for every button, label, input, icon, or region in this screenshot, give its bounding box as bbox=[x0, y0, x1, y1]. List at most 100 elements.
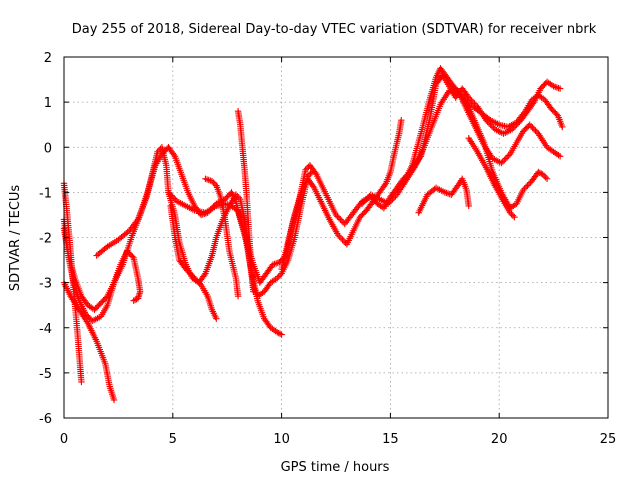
data-point bbox=[184, 267, 191, 274]
data-point bbox=[559, 123, 566, 131]
data-point bbox=[464, 97, 471, 104]
data-point bbox=[309, 183, 317, 190]
data-point bbox=[211, 180, 219, 188]
data-point bbox=[398, 116, 405, 124]
data-point bbox=[498, 159, 505, 167]
data-point bbox=[530, 126, 538, 133]
x-tick-label: 15 bbox=[382, 432, 399, 447]
data-point bbox=[526, 121, 533, 128]
data-point bbox=[521, 185, 528, 192]
x-tick-label: 0 bbox=[60, 432, 68, 447]
data-point bbox=[527, 122, 535, 130]
data-point bbox=[540, 172, 548, 180]
data-point bbox=[274, 274, 281, 282]
data-point bbox=[275, 273, 282, 280]
data-point bbox=[276, 330, 284, 337]
data-point bbox=[213, 315, 220, 322]
chart-title: Day 255 of 2018, Sidereal Day-to-day VTE… bbox=[72, 22, 597, 37]
data-point bbox=[166, 190, 174, 198]
data-point bbox=[522, 183, 530, 191]
data-point bbox=[131, 296, 139, 304]
series-track-h bbox=[202, 175, 242, 300]
data-point bbox=[363, 195, 370, 203]
data-point bbox=[556, 153, 564, 160]
data-point bbox=[536, 169, 544, 177]
data-point bbox=[275, 329, 282, 337]
data-point bbox=[361, 197, 369, 204]
series-track-o bbox=[465, 135, 518, 221]
data-point bbox=[364, 194, 372, 201]
data-point bbox=[169, 193, 176, 201]
data-point bbox=[171, 195, 178, 202]
data-point bbox=[542, 174, 549, 181]
data-point bbox=[338, 217, 346, 225]
data-point bbox=[110, 396, 118, 404]
data-point bbox=[387, 197, 395, 204]
data-point bbox=[340, 238, 348, 245]
data-point bbox=[509, 212, 517, 219]
data-point bbox=[187, 270, 194, 277]
y-tick-label: -1 bbox=[39, 186, 52, 201]
data-point bbox=[466, 100, 474, 107]
axes: 0 5 10 15 20 25 -6 -5 -4 -3 -2 -1 0 1 2 bbox=[39, 51, 616, 447]
data-point bbox=[170, 151, 178, 158]
x-tick-label: 25 bbox=[600, 432, 617, 447]
data-point bbox=[234, 192, 241, 200]
data-point bbox=[452, 85, 459, 92]
data-point bbox=[185, 268, 192, 276]
data-point bbox=[503, 153, 511, 161]
data-point bbox=[543, 175, 551, 183]
data-point bbox=[458, 91, 465, 98]
data-point bbox=[134, 295, 142, 302]
data-point bbox=[360, 198, 367, 206]
series-track-e bbox=[93, 144, 316, 300]
data-point bbox=[499, 158, 507, 165]
data-point bbox=[556, 85, 564, 92]
data-point bbox=[168, 192, 175, 199]
data-point bbox=[553, 111, 560, 118]
series-track-n bbox=[452, 85, 566, 131]
data-point bbox=[155, 147, 163, 154]
series-track-l bbox=[415, 175, 472, 216]
data-point bbox=[506, 209, 514, 216]
data-point bbox=[453, 86, 461, 94]
data-point bbox=[508, 210, 515, 218]
data-point bbox=[339, 236, 346, 243]
data-point bbox=[390, 194, 398, 201]
data-point bbox=[385, 200, 392, 207]
data-point bbox=[165, 189, 172, 196]
y-tick-label: -3 bbox=[39, 277, 52, 292]
data-point bbox=[182, 265, 190, 273]
data-point bbox=[302, 166, 309, 174]
data-point bbox=[133, 295, 140, 303]
data-point bbox=[529, 124, 536, 131]
series-track-g bbox=[167, 202, 220, 322]
data-point bbox=[130, 297, 137, 304]
series-track-m bbox=[400, 65, 564, 187]
data-point bbox=[525, 180, 533, 188]
data-point bbox=[456, 89, 464, 97]
data-point bbox=[532, 127, 539, 134]
y-tick-label: -6 bbox=[39, 412, 52, 427]
data-point bbox=[208, 177, 216, 185]
series-track-c bbox=[60, 279, 118, 404]
y-tick-label: -5 bbox=[39, 367, 52, 382]
y-tick-label: -2 bbox=[39, 232, 52, 247]
data-point bbox=[129, 253, 136, 260]
x-axis-label: GPS time / hours bbox=[281, 460, 390, 475]
data-point bbox=[201, 271, 208, 279]
data-point bbox=[250, 288, 257, 295]
data-point bbox=[461, 94, 468, 101]
data-point bbox=[381, 181, 389, 189]
data-point bbox=[465, 98, 472, 106]
data-point bbox=[188, 271, 195, 279]
data-point bbox=[335, 214, 343, 222]
data-point bbox=[336, 233, 343, 240]
data-point bbox=[332, 211, 340, 219]
data-point bbox=[511, 213, 518, 221]
data-point bbox=[455, 88, 462, 95]
data-point bbox=[519, 186, 527, 194]
data-point bbox=[232, 191, 240, 198]
data-point bbox=[386, 198, 393, 206]
